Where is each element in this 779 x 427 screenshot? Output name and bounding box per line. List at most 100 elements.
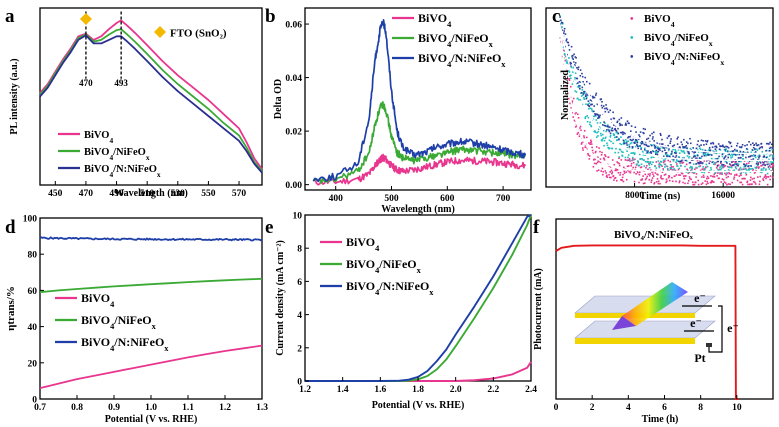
scatter-point: [753, 155, 755, 157]
scatter-point: [731, 156, 734, 158]
scatter-point: [715, 146, 718, 149]
scatter-point: [772, 163, 774, 166]
scatter-point: [742, 158, 745, 160]
scatter-point: [593, 115, 596, 117]
scatter-point: [642, 127, 645, 130]
legend-label: BiVO4/NiFeOx: [81, 313, 157, 331]
scatter-point: [601, 151, 603, 154]
scatter-point: [620, 136, 622, 138]
scatter-point: [750, 176, 752, 179]
series-line-0: [39, 19, 263, 170]
scatter-point: [742, 151, 745, 153]
scatter-point: [632, 146, 634, 148]
scatter-point: [604, 110, 607, 113]
scatter-point: [706, 160, 708, 162]
scatter-point: [589, 99, 592, 101]
scatter-point: [603, 159, 606, 161]
scatter-point: [759, 155, 761, 157]
panel-letter: b: [265, 6, 276, 27]
scatter-point: [697, 183, 700, 186]
scatter-point: [564, 33, 567, 35]
scatter-point: [597, 135, 599, 137]
scatter-point: [621, 131, 624, 133]
scatter-point: [730, 145, 733, 148]
scatter-point: [711, 161, 713, 164]
scatter-point: [629, 171, 632, 174]
scatter-point: [700, 183, 703, 185]
scatter-point: [656, 151, 658, 154]
scatter-point: [648, 140, 651, 143]
scatter-point: [643, 159, 645, 161]
scatter-point: [655, 151, 657, 154]
scatter-point: [574, 62, 577, 64]
x-tick-label: 4: [626, 403, 631, 413]
scatter-point: [653, 175, 655, 177]
scatter-point: [625, 138, 627, 141]
scatter-point: [583, 90, 585, 93]
scatter-point: [632, 166, 634, 169]
scatter-point: [617, 162, 619, 164]
scatter-point: [730, 173, 732, 175]
scatter-point: [650, 181, 653, 183]
scatter-point: [759, 161, 761, 163]
scatter-point: [686, 155, 689, 157]
scatter-point: [731, 150, 734, 152]
scatter-point: [588, 155, 591, 157]
scatter-point: [688, 155, 691, 158]
x-tick-label: 16000: [711, 191, 735, 201]
scatter-point: [715, 152, 718, 155]
scatter-point: [751, 183, 753, 185]
scatter-point: [688, 176, 691, 178]
y-tick-label: 2: [297, 344, 302, 354]
scatter-point: [646, 164, 648, 167]
scatter-point: [725, 174, 727, 176]
scatter-point: [644, 149, 646, 151]
scatter-point: [604, 125, 607, 127]
scatter-point: [588, 108, 590, 110]
scatter-point: [717, 143, 720, 145]
scatter-point: [674, 175, 676, 177]
scatter-point: [762, 179, 765, 182]
scatter-point: [574, 113, 576, 115]
series-line-1: [312, 101, 527, 184]
y-tick-label: 10: [293, 212, 303, 222]
scatter-point: [631, 159, 633, 162]
x-tick-label: 10: [732, 403, 742, 413]
scatter-point: [758, 147, 761, 150]
panel-b: 400 500 600 700 0.00 0.02 0.04 0.06 Wavelength (…: [273, 7, 532, 215]
scatter-point: [602, 133, 604, 136]
scatter-point: [663, 147, 665, 150]
scatter-point: [569, 61, 572, 64]
scatter-point: [581, 86, 584, 89]
scatter-point: [669, 140, 672, 142]
scatter-point: [690, 165, 692, 168]
scatter-point: [676, 138, 678, 140]
scatter-point: [692, 147, 694, 149]
scatter-point: [571, 100, 574, 102]
scatter-point: [570, 45, 573, 48]
scatter-point: [644, 182, 646, 184]
scatter-point: [764, 175, 766, 177]
scatter-point: [733, 178, 735, 180]
x-tick-label: 2.0: [450, 385, 462, 395]
scatter-point: [645, 144, 648, 147]
scatter-point: [571, 57, 574, 59]
scatter-point: [623, 141, 626, 143]
y-tick-label: 100: [23, 215, 38, 225]
scatter-point: [672, 160, 675, 162]
series-line-0: [39, 344, 263, 389]
scatter-point: [668, 134, 671, 137]
scatter-point: [586, 96, 588, 98]
scatter-point: [723, 181, 726, 183]
scatter-point: [657, 148, 660, 151]
scatter-point: [766, 156, 768, 158]
scatter-point: [678, 156, 680, 158]
scatter-point: [743, 168, 746, 170]
scatter-point: [620, 159, 623, 161]
scatter-point: [580, 92, 583, 94]
scatter-point: [714, 172, 716, 174]
scatter-point: [623, 166, 625, 169]
scatter-point: [579, 75, 581, 77]
scatter-point: [624, 132, 626, 135]
label-part: /N:NiFeO: [674, 51, 721, 63]
